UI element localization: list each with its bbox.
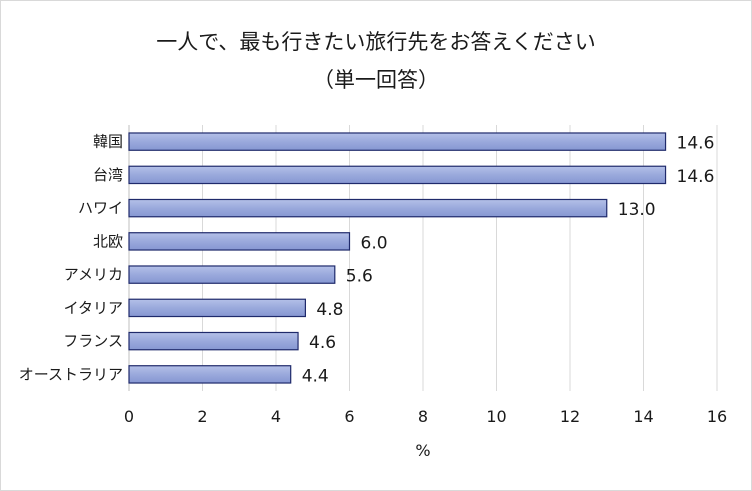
data-label: 14.6 <box>677 167 715 187</box>
bar <box>128 198 608 218</box>
x-tick-label: 4 <box>271 407 281 426</box>
x-tick-label: 6 <box>344 407 354 426</box>
data-label: 5.6 <box>346 267 373 287</box>
category-label: イタリア <box>64 299 123 317</box>
x-tick-label: 16 <box>707 407 727 426</box>
category-label: アメリカ <box>64 266 123 284</box>
x-tick-label: 12 <box>560 407 580 426</box>
chart-subtitle: （単一回答） <box>313 68 439 92</box>
data-label: 4.8 <box>316 300 343 320</box>
x-tick-label: 2 <box>197 407 207 426</box>
x-axis-label: % <box>415 441 430 460</box>
x-tick-label: 8 <box>418 407 428 426</box>
x-tick-label: 14 <box>633 407 653 426</box>
bar <box>128 232 351 251</box>
category-label: 台湾 <box>93 166 123 184</box>
data-label: 4.6 <box>309 333 336 353</box>
bar <box>128 132 667 151</box>
category-label: オーストラリア <box>19 365 123 383</box>
chart-title: 一人で、最も行きたい旅行先をお答えください <box>156 30 596 54</box>
bar <box>128 298 306 318</box>
data-labels: 14.6 14.6 13.0 6.0 5.64.8 4.6 4.4 <box>302 134 715 387</box>
bar <box>128 165 667 185</box>
bars <box>128 132 667 384</box>
x-tick-label: 0 <box>124 407 134 426</box>
bar <box>128 265 336 284</box>
gridlines <box>128 125 718 391</box>
bar <box>128 331 299 351</box>
data-label: 13.0 <box>618 200 656 220</box>
data-label: 4.4 <box>302 366 329 386</box>
category-label: ハワイ <box>78 199 123 217</box>
category-label: 北欧 <box>93 232 123 250</box>
category-label: フランス <box>63 332 123 350</box>
x-tick-label: 10 <box>486 407 506 426</box>
data-label: 6.0 <box>361 233 388 253</box>
data-label: 14.6 <box>677 134 715 154</box>
category-label: 韓国 <box>93 133 123 151</box>
bar <box>128 365 292 384</box>
x-tick-labels: 0 2 4 6 8 10 12 14 16 <box>124 407 727 426</box>
